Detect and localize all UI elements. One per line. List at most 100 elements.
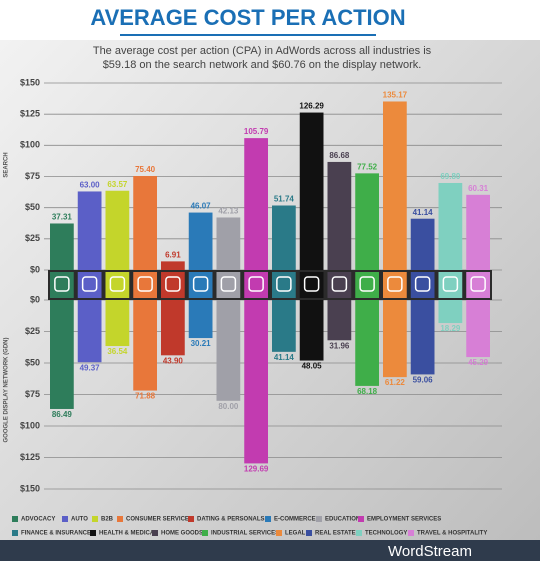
bar: [355, 300, 379, 386]
legend-swatch: [90, 530, 96, 536]
icon-glyph: [276, 276, 292, 292]
value-label: 45.29: [468, 358, 489, 367]
value-label: 86.68: [329, 151, 350, 160]
value-label: 86.49: [52, 410, 73, 419]
bar: [466, 194, 490, 270]
value-label: 49.37: [80, 363, 101, 372]
legend-label: TECHNOLOGY: [365, 531, 407, 537]
legend-swatch: [356, 530, 362, 536]
subtitle: $59.18 on the search network and $60.76 …: [103, 59, 422, 71]
bar: [438, 300, 463, 324]
legend-swatch: [12, 530, 18, 536]
value-label: 51.74: [274, 195, 295, 204]
icon-glyph: [470, 276, 486, 292]
legend-swatch: [408, 530, 414, 536]
bar: [383, 101, 407, 270]
legend-label: ADVOCACY: [21, 517, 55, 523]
bar: [161, 261, 185, 270]
bar: [216, 217, 241, 270]
value-label: 80.00: [218, 402, 239, 411]
y2-tick-label: $75: [25, 389, 40, 399]
value-label: 41.14: [413, 208, 434, 217]
value-label: 105.79: [244, 127, 269, 136]
category-icon: [105, 272, 130, 298]
legend-label: EMPLOYMENT SERVICES: [367, 517, 441, 523]
value-label: 31.96: [329, 341, 350, 350]
legend-label: AUTO: [71, 517, 88, 523]
category-icon: [410, 272, 435, 298]
y-tick-label: $0: [30, 264, 40, 274]
category-icon: [50, 272, 74, 298]
y2-tick-label: $50: [25, 357, 40, 367]
bar: [216, 300, 241, 401]
value-label: 135.17: [383, 91, 408, 100]
legend-swatch: [12, 516, 18, 522]
icon-glyph: [81, 276, 98, 292]
bar: [299, 300, 324, 361]
brand: WordStream: [388, 543, 472, 560]
value-label: 48.05: [302, 362, 323, 371]
bar: [355, 173, 379, 270]
bar: [188, 212, 213, 270]
bar: [50, 223, 74, 270]
category-icon: [188, 272, 213, 298]
value-label: 77.52: [357, 162, 378, 171]
bar: [188, 300, 213, 339]
footer-band: [0, 540, 540, 561]
value-label: 41.14: [274, 353, 295, 362]
legend-label: LEGAL: [285, 531, 306, 537]
bar: [438, 182, 463, 270]
bar: [327, 161, 352, 270]
legend-label: FINANCE & INSURANCE: [21, 531, 91, 537]
value-label: 43.90: [163, 356, 184, 365]
legend-label: HOME GOODS: [161, 531, 203, 537]
value-label: 30.21: [191, 339, 212, 348]
category-icon: [133, 272, 157, 298]
category-icon: [161, 272, 185, 298]
value-label: 61.22: [385, 378, 406, 387]
value-label: 63.57: [107, 180, 128, 189]
bar: [77, 191, 102, 270]
y-tick-label: $125: [20, 109, 40, 119]
value-label: 37.31: [52, 213, 73, 222]
category-icon: [355, 272, 379, 298]
category-icon: [299, 272, 324, 298]
legend-label: CONSUMER SERVICES: [126, 517, 193, 523]
bar: [244, 138, 268, 270]
legend-swatch: [188, 516, 194, 522]
y-tick-label: $50: [25, 202, 40, 212]
value-label: 59.06: [413, 376, 434, 385]
y2-tick-label: $100: [20, 420, 40, 430]
y2-tick-label: $0: [30, 294, 40, 304]
value-label: 68.18: [357, 387, 378, 396]
legend-label: TRAVEL & HOSPITALITY: [417, 531, 487, 537]
y-axis-label: SEARCH: [4, 152, 10, 177]
value-label: 129.69: [244, 465, 269, 474]
value-label: 126.29: [299, 102, 324, 111]
bar: [161, 300, 185, 356]
category-icon: [272, 272, 296, 298]
legend-swatch: [276, 530, 282, 536]
category-icon: [383, 272, 407, 298]
value-label: 18.29: [440, 324, 461, 333]
category-icon: [216, 272, 241, 298]
y-tick-label: $25: [25, 233, 40, 243]
legend-label: B2B: [101, 517, 114, 523]
y-tick-label: $100: [20, 140, 40, 150]
value-label: 42.13: [218, 207, 239, 216]
y2-axis-label: GOOGLE DISPLAY NETWORK (GDN): [4, 337, 10, 442]
legend-label: REAL ESTATE: [315, 531, 356, 537]
bar: [133, 300, 157, 391]
subtitle: The average cost per action (CPA) in AdW…: [93, 45, 432, 57]
y-tick-label: $75: [25, 171, 40, 181]
icon-glyph: [248, 276, 264, 292]
legend-label: EDUCATION: [325, 517, 360, 523]
icon-glyph: [109, 276, 126, 292]
icon-glyph: [359, 276, 375, 292]
legend-swatch: [92, 516, 98, 522]
icon-glyph: [414, 276, 431, 292]
title-band: [0, 0, 540, 40]
value-label: 36.54: [107, 347, 128, 356]
icon-glyph: [442, 276, 459, 292]
